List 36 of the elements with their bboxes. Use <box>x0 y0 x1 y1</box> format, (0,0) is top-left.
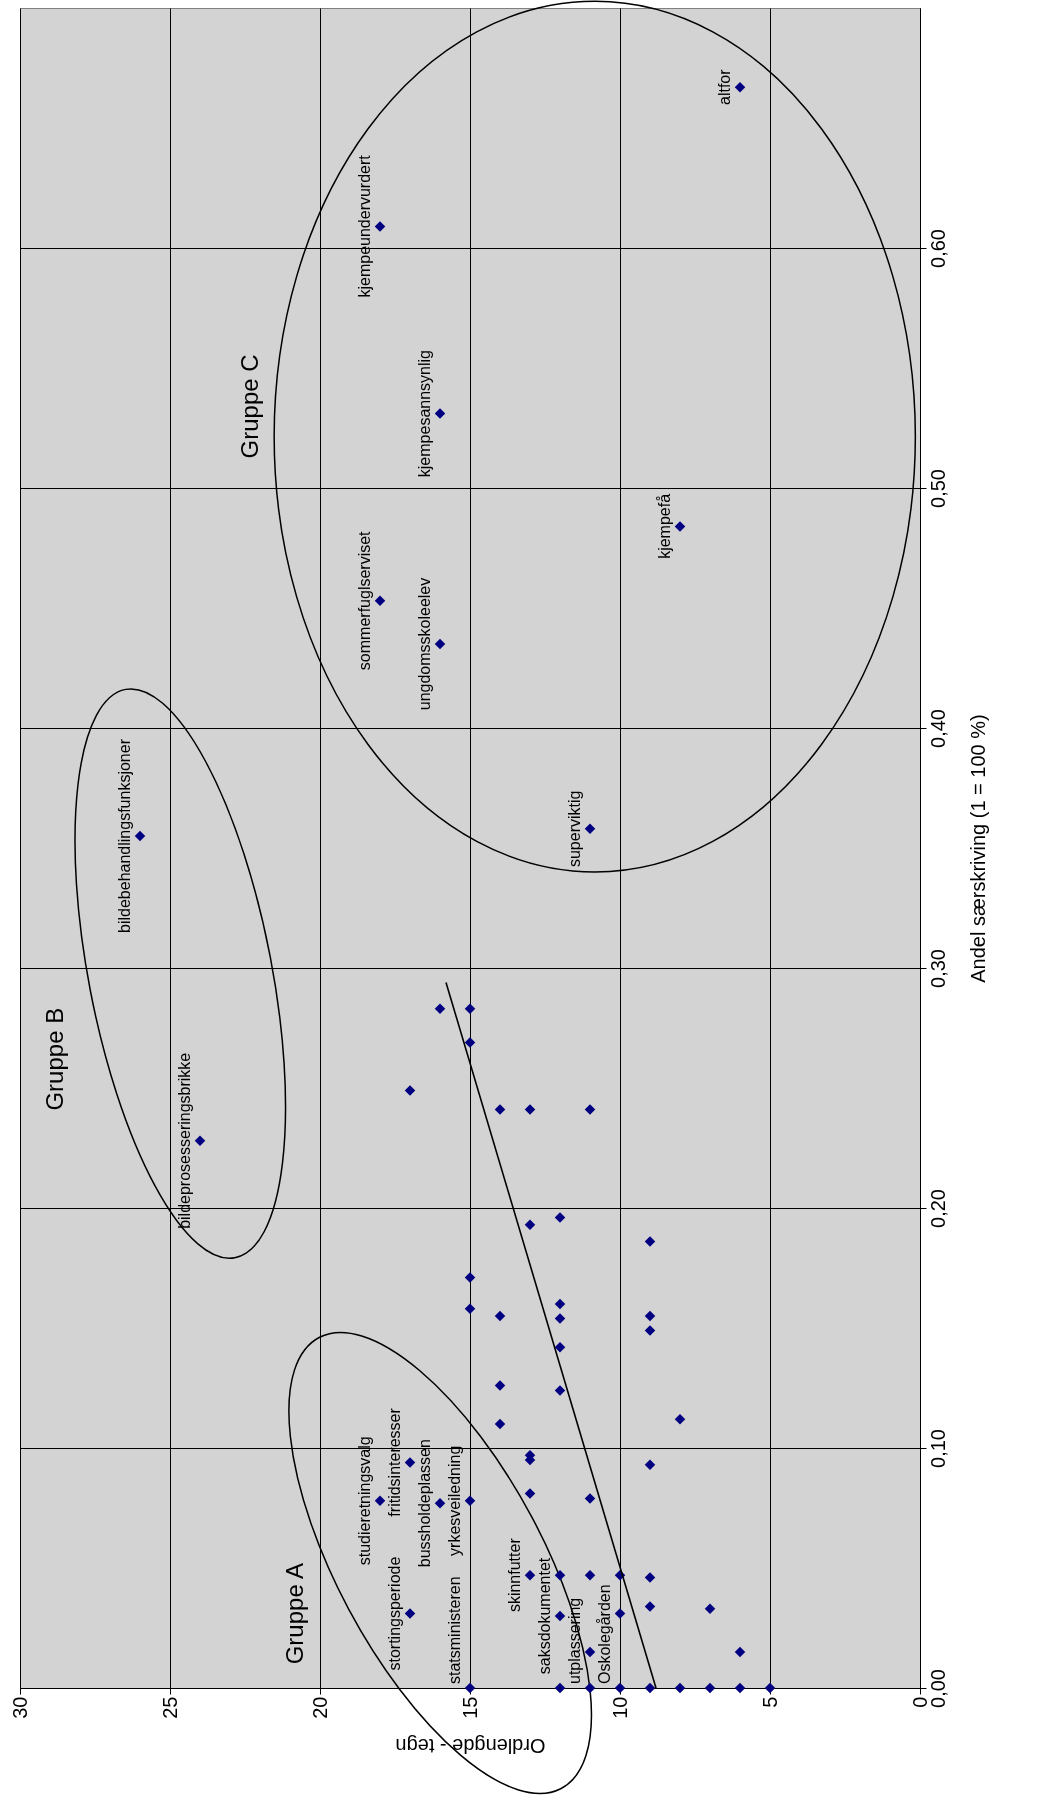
x-tick-label: 5 <box>758 1696 781 1708</box>
annotation: bussholdeplassen <box>416 1439 433 1568</box>
annotation: kjempefå <box>656 493 673 559</box>
annotation: Oskolegården <box>596 1584 613 1684</box>
annotation: ungdomsskoleelev <box>416 577 433 711</box>
x-tick-label: 25 <box>158 1696 181 1719</box>
annotation: altfor <box>716 68 733 105</box>
annotation: Gruppe B <box>41 1007 68 1111</box>
annotation: kjempeundervurdert <box>356 154 373 298</box>
annotation: utplassering <box>566 1597 583 1684</box>
annotation: fritidsinteresser <box>386 1407 403 1517</box>
y-tick-label: 0,40 <box>926 709 949 748</box>
y-axis-title: Andel særskriving (1 = 100 %) <box>966 714 989 983</box>
annotation: superviktig <box>566 790 583 868</box>
annotation: sommerfuglserviset <box>356 530 373 671</box>
y-tick-label: 0,60 <box>926 229 949 268</box>
y-tick-label: 0,50 <box>926 469 949 508</box>
annotation: saksdokumentet <box>536 1557 553 1675</box>
annotation: stortingsperiode <box>386 1556 403 1671</box>
annotation: skinnfutter <box>506 1537 523 1613</box>
x-tick-label: 15 <box>458 1696 481 1719</box>
x-tick-label: 30 <box>8 1696 31 1719</box>
annotation: yrkesveiledning <box>446 1445 463 1556</box>
annotation: kjempesannsynlig <box>416 350 433 478</box>
x-axis-title: Ordlengde - tegn <box>395 1734 546 1757</box>
annotation: bildebehandlingsfunksjoner <box>116 738 133 933</box>
annotation: bildeprosesseringsbrikke <box>176 1052 193 1229</box>
y-tick-label: 0,30 <box>926 949 949 988</box>
annotation: Gruppe A <box>281 1562 308 1665</box>
x-tick-label: 10 <box>608 1696 631 1719</box>
annotation: Gruppe C <box>236 354 263 459</box>
annotation: studieretningsvalg <box>356 1436 373 1566</box>
annotation: statsministeren <box>446 1576 463 1684</box>
y-tick-label: 0,20 <box>926 1189 949 1228</box>
x-tick-label: 20 <box>308 1696 331 1719</box>
y-tick-label: 0,10 <box>926 1429 949 1468</box>
